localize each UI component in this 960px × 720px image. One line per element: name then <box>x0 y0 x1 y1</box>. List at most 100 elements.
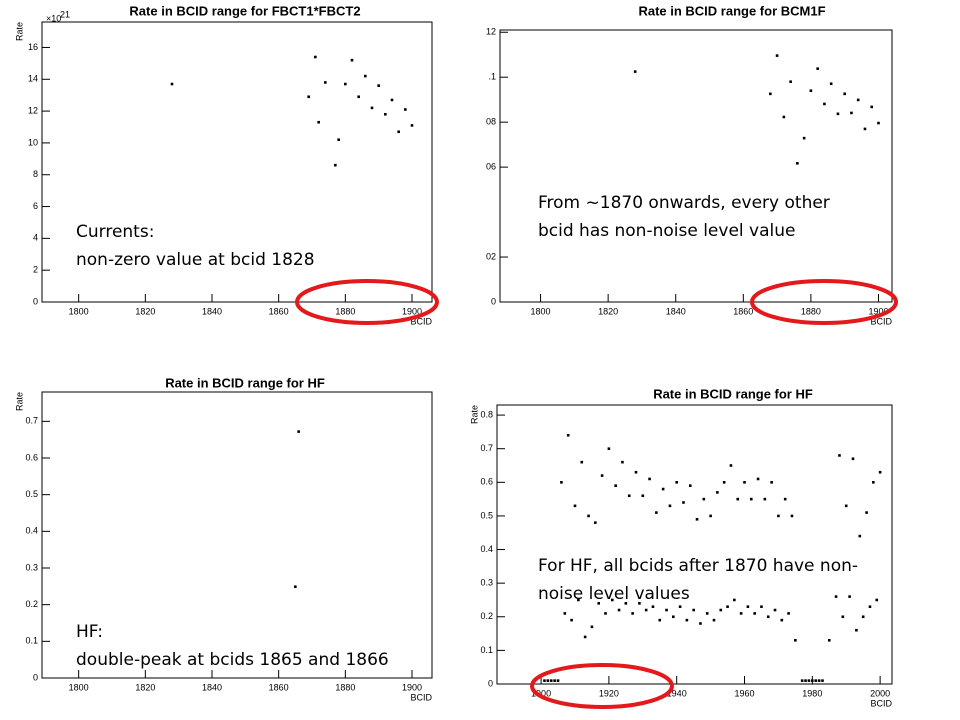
point <box>796 162 799 165</box>
point <box>297 430 300 433</box>
y-tick-label: 06 <box>486 161 496 171</box>
point <box>739 612 743 615</box>
point <box>563 612 567 615</box>
x-tick-label: 2000 <box>870 688 890 698</box>
point <box>573 504 577 508</box>
point <box>811 679 814 682</box>
x-axis-label: BCID <box>870 698 892 708</box>
point <box>807 679 811 682</box>
point <box>377 84 380 87</box>
y-tick-label: 16 <box>28 42 38 52</box>
plot-frame <box>41 21 433 303</box>
point <box>597 602 601 605</box>
y-tick-label: 0 <box>33 672 38 682</box>
point <box>877 121 880 125</box>
point <box>370 106 374 110</box>
x-tick-label: 1960 <box>734 688 754 698</box>
point <box>766 615 770 619</box>
point <box>790 514 794 518</box>
point <box>556 679 560 682</box>
y-tick-label: 10 <box>28 137 38 147</box>
point <box>865 511 868 514</box>
point <box>843 92 846 96</box>
y-tick-label: 02 <box>486 251 496 261</box>
point <box>334 163 337 167</box>
point <box>307 95 310 99</box>
point <box>655 511 658 514</box>
point <box>337 138 340 142</box>
y-multiplier: ×10 <box>46 13 61 23</box>
point <box>678 605 682 608</box>
point <box>802 136 806 140</box>
point <box>682 501 685 504</box>
point <box>661 487 665 491</box>
point <box>384 112 387 116</box>
point <box>644 608 648 612</box>
point <box>668 504 672 508</box>
point <box>817 679 821 682</box>
point <box>773 608 777 612</box>
point <box>827 639 831 642</box>
annotation: For HF, all bcids after 1870 have non- <box>538 556 858 576</box>
point <box>294 585 297 588</box>
point <box>848 595 851 598</box>
annotation: HF: <box>76 622 103 642</box>
y-tick-label: 6 <box>33 201 38 211</box>
point <box>783 497 787 501</box>
point <box>726 605 729 608</box>
point <box>838 454 841 457</box>
point <box>722 481 726 484</box>
point <box>553 679 556 682</box>
point <box>404 108 407 111</box>
point <box>390 98 394 102</box>
point <box>648 477 651 481</box>
x-tick-label: 1800 <box>69 306 89 316</box>
y-tick-label: 0 <box>33 296 38 306</box>
point <box>170 82 174 86</box>
y-tick-label: 0.6 <box>25 452 38 462</box>
x-tick-label: 1800 <box>531 306 551 316</box>
point <box>594 521 597 524</box>
point <box>719 608 723 612</box>
y-tick-label: 0.5 <box>480 510 493 520</box>
point <box>566 433 570 437</box>
chart-panel: 1900 1920 1940 1960 1980 2000 0 0.1 0.2 0.3 0.4 0.5… <box>469 386 893 708</box>
point <box>733 598 736 602</box>
point <box>699 622 702 625</box>
y-tick-label: 8 <box>33 169 38 179</box>
point <box>763 497 767 501</box>
point <box>610 598 614 602</box>
point <box>658 618 662 622</box>
y-tick-label: 14 <box>28 74 38 84</box>
x-tick-label: 1880 <box>335 306 355 316</box>
point <box>756 477 760 481</box>
point <box>604 612 607 615</box>
point <box>324 81 327 84</box>
point <box>546 679 550 682</box>
y-tick-label: 0.3 <box>480 578 493 588</box>
plot-frame <box>496 404 893 685</box>
point <box>675 481 678 484</box>
point <box>746 605 750 608</box>
x-tick-label: 1840 <box>202 682 222 692</box>
y-tick-label: 0.3 <box>25 562 38 572</box>
y-tick-label: 0.5 <box>25 489 38 499</box>
point <box>665 608 668 612</box>
point <box>314 55 317 59</box>
point <box>743 481 746 484</box>
chart-panel: 1800 1820 1840 1860 1880 1900 0 0.1 0.2 0.3 0.4 0.5… <box>14 375 433 702</box>
chart-title: Rate in BCID range for HF <box>165 375 325 390</box>
point <box>600 474 604 477</box>
point <box>692 608 695 612</box>
x-tick-label: 1840 <box>666 306 686 316</box>
point <box>590 625 594 629</box>
y-tick-label: 0.8 <box>480 409 493 419</box>
point <box>872 481 875 484</box>
point <box>800 679 804 682</box>
x-tick-label: 1880 <box>801 306 821 316</box>
x-tick-label: 1920 <box>599 688 619 698</box>
point <box>823 102 826 106</box>
highlight-oval <box>295 279 439 325</box>
chart-title: Rate in BCID range for HF <box>653 386 813 401</box>
point <box>638 602 641 605</box>
